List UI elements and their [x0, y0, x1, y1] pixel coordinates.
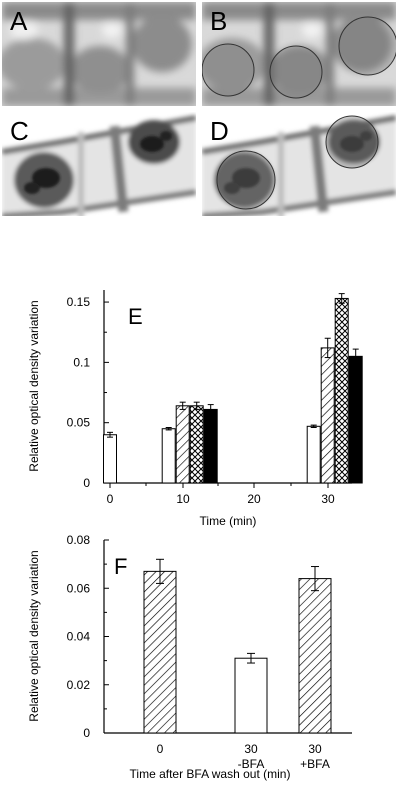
bar — [234, 657, 268, 734]
chart-panel-label: F — [114, 554, 127, 579]
panel-label-a: A — [10, 6, 28, 36]
bar — [334, 297, 349, 484]
bar — [298, 578, 332, 734]
bar — [348, 355, 363, 484]
x-tick-label: +BFA — [300, 757, 330, 771]
micrograph-panel-d: D — [202, 112, 396, 216]
y-tick-label: 0.02 — [67, 678, 91, 692]
x-tick-label: 20 — [247, 492, 261, 506]
chart-e-svg: 0 0.05 0.1 0.15 0 10 20 30 E Time (min) Relative o… — [27, 290, 363, 528]
micrograph-panel-a: A — [2, 2, 196, 106]
x-tick-label: 10 — [176, 492, 190, 506]
y-tick-label: 0.06 — [67, 581, 91, 595]
panel-label-d: D — [210, 116, 229, 146]
bar — [175, 405, 190, 484]
y-tick-label: 0.1 — [73, 355, 90, 369]
bar — [320, 347, 335, 484]
bar — [189, 405, 204, 484]
y-axis-label: Relative optical density variation — [27, 550, 41, 721]
chart-f: 0 0.02 0.04 0.06 0.08 0 30 -BFA 30 +BFA F Time afte… — [0, 532, 400, 790]
x-axis-label: Time (min) — [200, 514, 257, 528]
y-tick-label: 0 — [83, 476, 90, 490]
roi-circle — [338, 16, 396, 76]
x-axis-label: Time after BFA wash out (min) — [130, 767, 291, 781]
panel-label-b: B — [210, 6, 228, 36]
bar — [143, 570, 177, 734]
y-tick-label: 0.04 — [67, 630, 91, 644]
x-tick-label: 30 — [321, 492, 335, 506]
roi-circle — [269, 45, 323, 99]
bar — [306, 425, 321, 484]
micrograph-panel-c: C — [2, 112, 196, 216]
y-tick-label: 0.08 — [67, 533, 91, 547]
y-axis-label: Relative optical density variation — [27, 300, 41, 471]
y-tick-label: 0.15 — [67, 295, 91, 309]
roi-circle — [216, 150, 276, 210]
x-tick-label: 30 — [244, 742, 258, 756]
bar — [103, 434, 117, 484]
y-tick-label: 0 — [83, 726, 90, 740]
x-tick-label: 0 — [107, 492, 114, 506]
panel-label-c: C — [10, 116, 29, 146]
roi-circle — [202, 43, 255, 97]
x-tick-label: -BFA — [238, 757, 265, 771]
x-tick-label: 30 — [308, 742, 322, 756]
micrograph-panel-b: B — [202, 2, 396, 106]
roi-circle — [325, 115, 379, 169]
bar — [161, 428, 176, 484]
chart-e: 0 0.05 0.1 0.15 0 10 20 30 E Time (min) Relative o… — [0, 280, 400, 530]
x-tick-label: 0 — [157, 742, 164, 756]
bar — [203, 408, 218, 484]
chart-panel-label: E — [128, 304, 143, 329]
y-tick-label: 0.05 — [67, 416, 91, 430]
